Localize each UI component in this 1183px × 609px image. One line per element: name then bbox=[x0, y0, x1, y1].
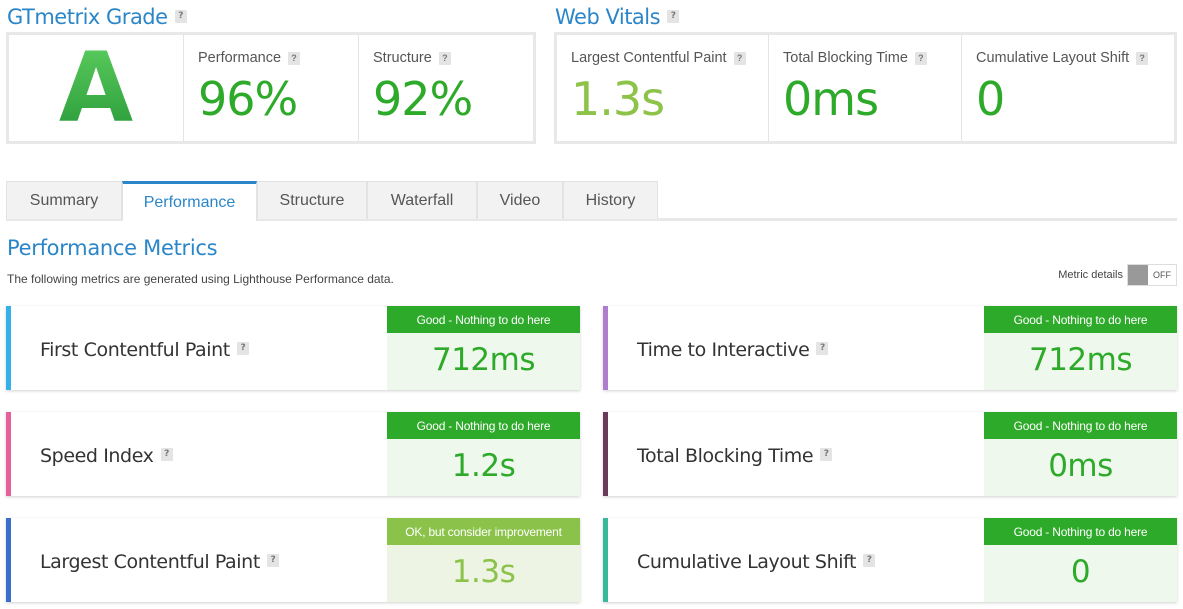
tab-history[interactable]: History bbox=[563, 181, 658, 219]
metric-details-label: Metric details bbox=[1058, 269, 1123, 281]
metric-card-result: Good - Nothing to do here 1.2s bbox=[387, 412, 580, 496]
toggle-knob bbox=[1128, 265, 1148, 285]
metric-card-label-text: Cumulative Layout Shift bbox=[637, 551, 857, 573]
metric-card-label-text: Total Blocking Time bbox=[637, 445, 814, 467]
tab-structure[interactable]: Structure bbox=[257, 181, 367, 219]
vital-cls-cell: Cumulative Layout Shift? 0 bbox=[962, 35, 1174, 141]
metric-card-result: Good - Nothing to do here 712ms bbox=[387, 306, 580, 390]
vital-cls-label: Cumulative Layout Shift? bbox=[976, 50, 1149, 66]
structure-label-text: Structure bbox=[373, 50, 432, 66]
metric-card-label: First Contentful Paint? bbox=[40, 339, 249, 361]
vital-tbt-label: Total Blocking Time? bbox=[783, 50, 927, 66]
help-icon[interactable]: ? bbox=[174, 9, 187, 23]
gtmetrix-grade-title-text: GTmetrix Grade bbox=[7, 5, 168, 29]
help-icon[interactable]: ? bbox=[816, 342, 829, 355]
help-icon[interactable]: ? bbox=[438, 51, 451, 65]
performance-score-label: Performance? bbox=[198, 50, 301, 66]
vital-cls-value: 0 bbox=[976, 72, 1005, 126]
web-vitals-title-text: Web Vitals bbox=[555, 5, 661, 29]
vital-lcp-cell: Largest Contentful Paint? 1.3s bbox=[557, 35, 769, 141]
metric-card-label-text: Largest Contentful Paint bbox=[40, 551, 260, 573]
vital-lcp-label-text: Largest Contentful Paint bbox=[571, 50, 727, 66]
metric-card-value: 0ms bbox=[1048, 448, 1113, 484]
tab-video[interactable]: Video bbox=[477, 181, 563, 219]
metric-card-tbt: Total Blocking Time? Good - Nothing to d… bbox=[603, 412, 1177, 496]
status-badge: Good - Nothing to do here bbox=[387, 412, 580, 439]
metric-card-fcp: First Contentful Paint? Good - Nothing t… bbox=[6, 306, 580, 390]
help-icon[interactable]: ? bbox=[1136, 51, 1149, 65]
performance-score-cell: Performance? 96% bbox=[184, 35, 359, 141]
help-icon[interactable]: ? bbox=[863, 554, 876, 567]
status-badge: Good - Nothing to do here bbox=[984, 306, 1177, 333]
help-icon[interactable]: ? bbox=[820, 448, 833, 461]
metric-card-lcp: Largest Contentful Paint? OK, but consid… bbox=[6, 518, 580, 602]
metric-card-result: Good - Nothing to do here 712ms bbox=[984, 306, 1177, 390]
vital-tbt-cell: Total Blocking Time? 0ms bbox=[769, 35, 962, 141]
toggle-state: OFF bbox=[1153, 270, 1171, 280]
metric-card-result: OK, but consider improvement 1.3s bbox=[387, 518, 580, 602]
help-icon[interactable]: ? bbox=[288, 51, 301, 65]
metric-card-si: Speed Index? Good - Nothing to do here 1… bbox=[6, 412, 580, 496]
help-icon[interactable]: ? bbox=[266, 554, 279, 567]
tab-waterfall[interactable]: Waterfall bbox=[367, 181, 477, 219]
status-badge: Good - Nothing to do here bbox=[984, 412, 1177, 439]
structure-score-cell: Structure? 92% bbox=[359, 35, 533, 141]
metric-card-value: 1.3s bbox=[451, 554, 516, 590]
vital-lcp-value: 1.3s bbox=[571, 72, 665, 126]
tab-performance[interactable]: Performance bbox=[122, 181, 257, 221]
tab-summary[interactable]: Summary bbox=[6, 181, 122, 219]
grade-letter: A bbox=[58, 32, 134, 144]
metric-details-control: Metric details OFF bbox=[1058, 264, 1177, 286]
performance-label-text: Performance bbox=[198, 50, 282, 66]
vital-cls-label-text: Cumulative Layout Shift bbox=[976, 50, 1130, 66]
grade-box: A Performance? 96% Structure? 92% bbox=[6, 32, 536, 144]
status-badge: OK, but consider improvement bbox=[387, 518, 580, 545]
status-badge: Good - Nothing to do here bbox=[984, 518, 1177, 545]
help-icon[interactable]: ? bbox=[236, 342, 249, 355]
metric-card-label: Cumulative Layout Shift? bbox=[637, 551, 876, 573]
metric-card-label-text: First Contentful Paint bbox=[40, 339, 230, 361]
performance-metrics-description: The following metrics are generated usin… bbox=[7, 272, 394, 286]
metric-card-label-text: Speed Index bbox=[40, 445, 154, 467]
structure-score-label: Structure? bbox=[373, 50, 451, 66]
web-vitals-title: Web Vitals? bbox=[555, 5, 680, 29]
metric-card-value: 712ms bbox=[431, 342, 536, 378]
metric-card-label-text: Time to Interactive bbox=[637, 339, 810, 361]
metric-card-label: Time to Interactive? bbox=[637, 339, 829, 361]
metric-card-value: 712ms bbox=[1028, 342, 1133, 378]
help-icon[interactable]: ? bbox=[160, 448, 173, 461]
metric-card-value: 0 bbox=[1070, 554, 1091, 590]
vital-tbt-value: 0ms bbox=[783, 72, 879, 126]
vital-lcp-label: Largest Contentful Paint? bbox=[571, 50, 746, 66]
help-icon[interactable]: ? bbox=[733, 51, 746, 65]
metric-card-result: Good - Nothing to do here 0ms bbox=[984, 412, 1177, 496]
help-icon[interactable]: ? bbox=[914, 51, 927, 65]
metric-card-value: 1.2s bbox=[451, 448, 516, 484]
metric-card-label: Total Blocking Time? bbox=[637, 445, 833, 467]
metric-card-tti: Time to Interactive? Good - Nothing to d… bbox=[603, 306, 1177, 390]
grade-cell: A bbox=[9, 35, 184, 141]
vital-tbt-label-text: Total Blocking Time bbox=[783, 50, 908, 66]
metric-card-cls: Cumulative Layout Shift? Good - Nothing … bbox=[603, 518, 1177, 602]
structure-score-value: 92% bbox=[373, 72, 473, 126]
performance-metrics-title: Performance Metrics bbox=[7, 236, 218, 260]
web-vitals-box: Largest Contentful Paint? 1.3s Total Blo… bbox=[554, 32, 1177, 144]
gtmetrix-grade-title: GTmetrix Grade? bbox=[7, 5, 187, 29]
help-icon[interactable]: ? bbox=[667, 9, 680, 23]
metric-card-label: Speed Index? bbox=[40, 445, 173, 467]
performance-score-value: 96% bbox=[198, 72, 298, 126]
status-badge: Good - Nothing to do here bbox=[387, 306, 580, 333]
metric-details-toggle[interactable]: OFF bbox=[1127, 264, 1177, 286]
report-tabs: Summary Performance Structure Waterfall … bbox=[6, 181, 1177, 221]
metric-card-label: Largest Contentful Paint? bbox=[40, 551, 279, 573]
metric-card-result: Good - Nothing to do here 0 bbox=[984, 518, 1177, 602]
